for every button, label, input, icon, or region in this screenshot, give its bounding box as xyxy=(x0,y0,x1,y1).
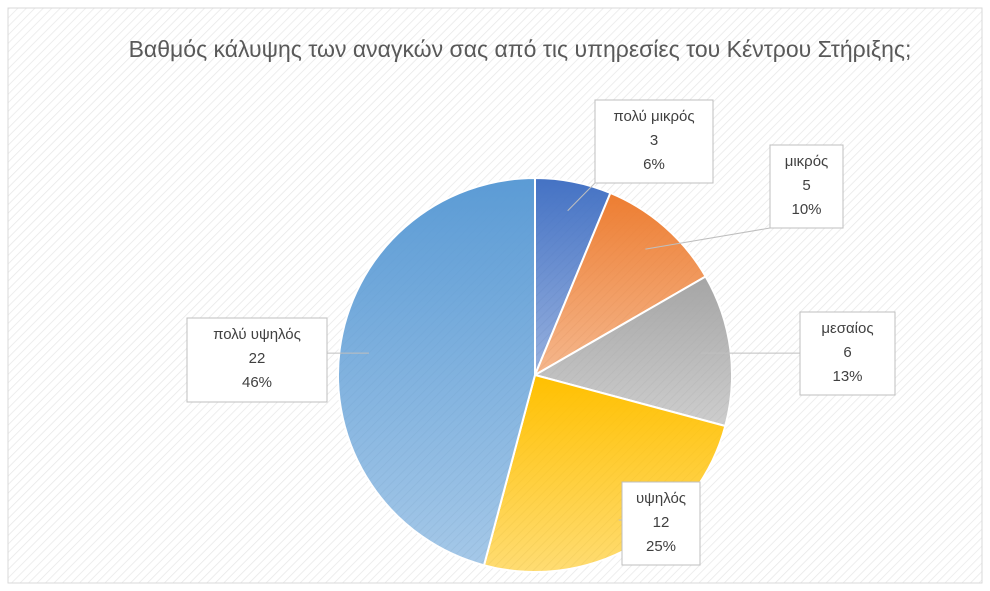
label-box xyxy=(769,144,844,229)
label-box xyxy=(186,317,328,403)
label-category: πολύ υψηλός xyxy=(213,326,301,343)
label-box xyxy=(621,481,701,566)
label-box xyxy=(594,99,714,184)
label-category: μικρός xyxy=(785,153,829,170)
chart-title: Βαθμός κάλυψης των αναγκών σας από τις υ… xyxy=(128,36,912,62)
leader-line xyxy=(645,227,771,250)
label-percent: 46% xyxy=(242,374,272,391)
label-category: πολύ μικρός xyxy=(613,108,694,125)
label-category: μεσαίος xyxy=(821,320,873,337)
label-value: 3 xyxy=(650,132,658,149)
label-value: 5 xyxy=(802,177,810,194)
label-value: 6 xyxy=(843,344,851,361)
pie-slice xyxy=(337,176,536,567)
pie-slice xyxy=(532,275,733,428)
label-value: 22 xyxy=(249,350,266,367)
label-percent: 25% xyxy=(646,538,676,555)
label-percent: 10% xyxy=(791,201,821,218)
label-category: υψηλός xyxy=(636,490,686,507)
label-box xyxy=(799,311,896,396)
label-value: 12 xyxy=(653,514,670,531)
label-percent: 6% xyxy=(643,156,665,173)
pie-slice xyxy=(532,191,707,378)
leader-line xyxy=(567,182,596,212)
label-percent: 13% xyxy=(832,368,862,385)
